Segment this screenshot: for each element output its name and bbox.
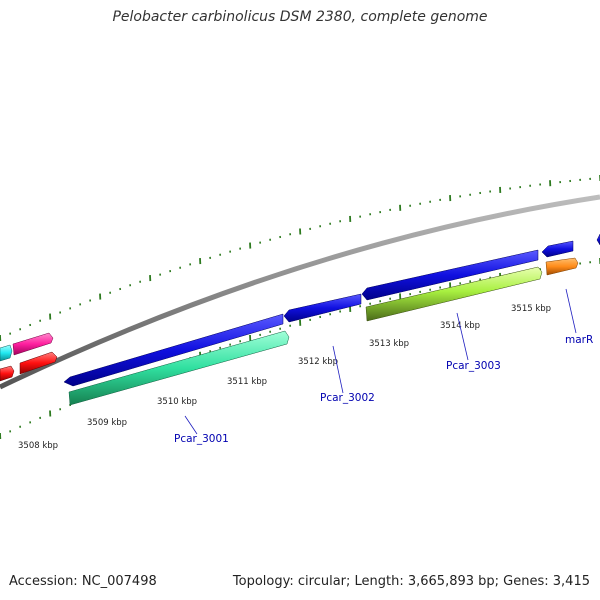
scale-label: 3510 kbp bbox=[157, 397, 197, 407]
reverse-strand-genes bbox=[0, 257, 579, 406]
gene-arrow[interactable] bbox=[283, 293, 362, 323]
genome-summary-text: Topology: circular; Length: 3,665,893 bp… bbox=[232, 574, 590, 589]
gene-arrow[interactable] bbox=[596, 233, 600, 246]
outer-tick-row bbox=[0, 175, 600, 342]
gene-label-pcar-3002[interactable]: Pcar_3002 bbox=[320, 392, 375, 404]
gene-arrow[interactable] bbox=[19, 351, 58, 375]
gene-arrow[interactable] bbox=[541, 240, 574, 258]
scale-label: 3513 kbp bbox=[369, 339, 409, 349]
gene-label-pcar-3001[interactable]: Pcar_3001 bbox=[174, 433, 229, 445]
scale-label: 3509 kbp bbox=[87, 418, 127, 428]
forward-strand-genes bbox=[63, 233, 600, 387]
scale-label: 3515 kbp bbox=[511, 304, 551, 314]
gene-arrow[interactable] bbox=[361, 249, 539, 301]
scale-label: 3511 kbp bbox=[227, 377, 267, 387]
gene-arrow-pcar-3001[interactable] bbox=[68, 330, 290, 406]
gene-arrow-pcar-3003[interactable] bbox=[365, 266, 543, 322]
accession-text: Accession: NC_007498 bbox=[9, 574, 157, 589]
gene-arrow[interactable] bbox=[0, 344, 13, 362]
genome-backbone bbox=[0, 194, 600, 390]
gene-label-pcar-3003[interactable]: Pcar_3003 bbox=[446, 360, 501, 372]
scale-label: 3512 kbp bbox=[298, 357, 338, 367]
gene-arrow[interactable] bbox=[63, 313, 284, 387]
gene-arrow-marr[interactable] bbox=[545, 257, 579, 276]
gene-label-marr[interactable]: marR bbox=[565, 334, 593, 346]
label-leaders bbox=[184, 288, 577, 435]
scale-label: 3508 kbp bbox=[18, 441, 58, 451]
gene-arrow[interactable] bbox=[0, 365, 15, 382]
map-title: Pelobacter carbinolicus DSM 2380, comple… bbox=[112, 9, 488, 25]
gene-labels: Pcar_3001 Pcar_3002 Pcar_3003 marR bbox=[174, 334, 593, 445]
gene-arrow[interactable] bbox=[12, 332, 54, 356]
